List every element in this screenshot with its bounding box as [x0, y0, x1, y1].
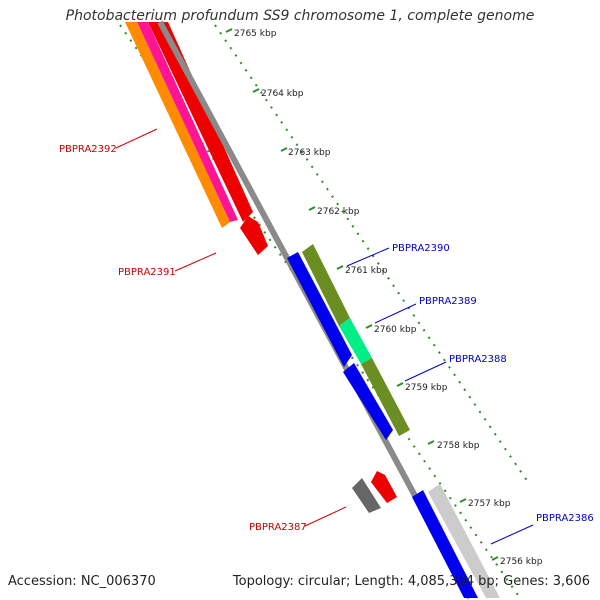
light-gray-feature-band: [428, 484, 500, 598]
gene-label-pbpra2391[interactable]: PBPRA2391: [118, 267, 176, 278]
scale-tick: [252, 88, 260, 93]
reverse-strand-features: [125, 22, 397, 513]
magenta-feature-band: [137, 22, 238, 222]
gene-label-pbpra2390[interactable]: PBPRA2390: [392, 243, 450, 254]
scale-label: 2765 kbp: [234, 29, 277, 39]
gray-feature-block: [352, 478, 381, 513]
scale-tick: [308, 206, 316, 211]
scale-label: 2761 kbp: [345, 266, 388, 276]
scale-label: 2764 kbp: [261, 89, 304, 99]
scale-labels: 2765 kbp 2764 kbp 2763 kbp 2762 kbp 2761…: [234, 29, 543, 567]
scale-tick: [280, 147, 288, 152]
forward-strand-features: [287, 244, 500, 598]
gene-label-pbpra2387[interactable]: PBPRA2387: [249, 522, 307, 533]
scale-tick: [225, 28, 233, 33]
gene-pbpra2390[interactable]: [287, 252, 352, 367]
gene-label-pbpra2392[interactable]: PBPRA2392: [59, 144, 117, 155]
olive-feature-lower: [361, 358, 410, 436]
scale-tick: [459, 498, 467, 503]
scale-label: 2762 kbp: [317, 207, 360, 217]
scale-tick: [365, 324, 373, 329]
olive-feature-upper: [302, 244, 350, 326]
callout-line-pbpra2387: [304, 506, 347, 527]
gene-pbpra2386[interactable]: [412, 490, 478, 598]
genome-summary-text: Topology: circular; Length: 4,085,304 bp…: [232, 574, 590, 589]
callout-line-pbpra2392: [115, 128, 158, 149]
callout-line-pbpra2386: [490, 524, 534, 545]
gene-label-pbpra2389[interactable]: PBPRA2389: [419, 296, 477, 307]
gene-pbpra2388[interactable]: [343, 363, 393, 440]
gene-label-pbpra2388[interactable]: PBPRA2388: [449, 354, 507, 365]
scale-tick: [336, 265, 344, 270]
scale-label: 2758 kbp: [437, 441, 480, 451]
scale-label: 2759 kbp: [405, 383, 448, 393]
accession-text: Accession: NC_006370: [8, 574, 156, 589]
gene-callouts: PBPRA2392 PBPRA2391 PBPRA2390 PBPRA2389 …: [59, 128, 594, 545]
gene-pbpra2391[interactable]: [240, 216, 268, 255]
scale-ticks: [225, 28, 499, 561]
scale-label: 2757 kbp: [468, 499, 511, 509]
scale-tick: [427, 440, 435, 445]
gene-pbpra2389[interactable]: [339, 318, 372, 364]
callout-line-pbpra2390: [346, 247, 390, 267]
callout-line-pbpra2389: [374, 303, 417, 324]
map-title: Photobacterium profundum SS9 chromosome …: [65, 8, 535, 24]
scale-tick: [396, 382, 404, 387]
gene-pbpra2387[interactable]: [371, 471, 397, 503]
callout-line-pbpra2388: [404, 361, 447, 382]
scale-tick: [491, 556, 499, 561]
scale-label: 2763 kbp: [288, 148, 331, 158]
callout-line-pbpra2391: [174, 252, 217, 272]
gene-pbpra2392[interactable]: [148, 22, 253, 222]
scale-label: 2756 kbp: [500, 557, 543, 567]
scale-label: 2760 kbp: [374, 325, 417, 335]
orange-feature-band: [125, 22, 230, 228]
gene-label-pbpra2386[interactable]: PBPRA2386: [536, 513, 594, 524]
